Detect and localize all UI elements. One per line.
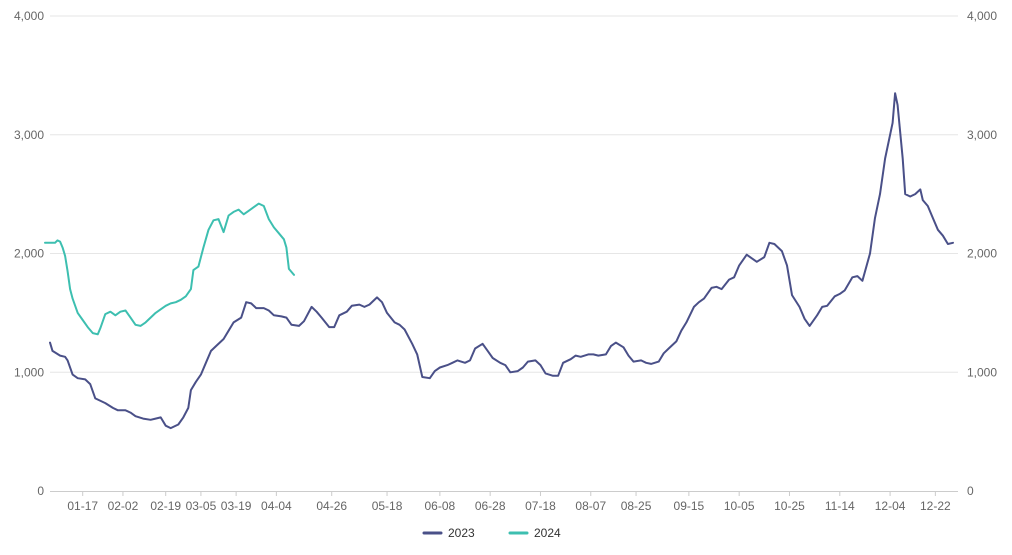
x-tick-label: 06-28 — [475, 499, 506, 513]
x-tick-label: 03-19 — [221, 499, 252, 513]
y-tick-label-right: 2,000 — [967, 247, 997, 261]
gridlines — [50, 15, 958, 373]
y-tick-label-right: 3,000 — [967, 128, 997, 142]
x-tick-label: 12-22 — [920, 499, 951, 513]
y-tick-label-left: 4,000 — [14, 9, 44, 23]
y-tick-label-right: 1,000 — [967, 365, 997, 379]
x-tick-label: 06-08 — [425, 499, 456, 513]
x-axis: 01-17 02-02 02-19 03-05 03-19 04-04 04-26 05-18… — [50, 491, 958, 513]
x-tick-label: 07-18 — [525, 499, 556, 513]
legend-item-2023[interactable]: 2023 — [422, 526, 475, 540]
y-axis-left: 0 1,000 2,000 3,000 4,000 — [14, 9, 44, 498]
x-tick-label: 12-04 — [875, 499, 906, 513]
x-tick-label: 02-02 — [108, 499, 139, 513]
y-tick-label-left: 1,000 — [14, 365, 44, 379]
legend-label: 2024 — [534, 526, 561, 540]
y-axis-right: 0 1,000 2,000 3,000 4,000 — [967, 9, 997, 498]
y-tick-label-right: 4,000 — [967, 9, 997, 23]
legend: 2023 2024 — [422, 526, 561, 540]
x-tick-label: 04-26 — [316, 499, 347, 513]
y-tick-label-right: 0 — [967, 484, 974, 498]
legend-item-2024[interactable]: 2024 — [508, 526, 561, 540]
series-line-2023 — [49, 92, 954, 430]
y-tick-label-left: 0 — [37, 484, 44, 498]
y-tick-label-left: 2,000 — [14, 247, 44, 261]
y-tick-label-left: 3,000 — [14, 128, 44, 142]
x-tick-label: 03-05 — [186, 499, 217, 513]
series-line-2024 — [44, 202, 295, 336]
x-tick-label: 05-18 — [372, 499, 403, 513]
legend-label: 2023 — [448, 526, 475, 540]
x-tick-label: 10-05 — [724, 499, 755, 513]
x-tick-label: 08-07 — [575, 499, 606, 513]
x-tick-label: 11-14 — [825, 499, 855, 513]
x-tick-label: 08-25 — [621, 499, 652, 513]
x-tick-label: 09-15 — [674, 499, 705, 513]
x-tick-label: 10-25 — [774, 499, 805, 513]
series-lines — [44, 92, 954, 430]
x-tick-label: 04-04 — [261, 499, 292, 513]
x-tick-label: 01-17 — [67, 499, 98, 513]
x-tick-label: 02-19 — [150, 499, 181, 513]
